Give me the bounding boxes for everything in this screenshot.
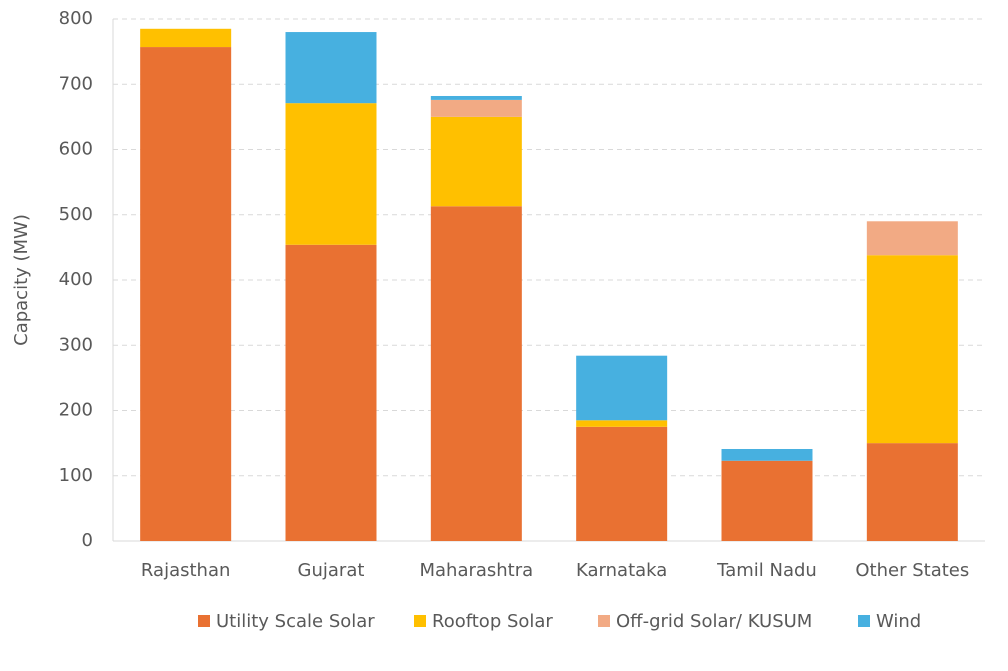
legend-swatch: [598, 615, 610, 627]
bar-segment: [140, 28, 232, 48]
x-tick-label: Rajasthan: [141, 560, 230, 581]
legend-swatch: [198, 615, 210, 627]
bar-segment: [285, 244, 377, 541]
bar-segment: [285, 32, 377, 104]
legend-label: Wind: [876, 611, 921, 632]
bar-segment: [866, 443, 958, 541]
x-tick-label: Other States: [855, 560, 969, 581]
bar-segment: [576, 420, 668, 427]
y-tick-label: 200: [59, 400, 93, 421]
y-axis-label: Capacity (MW): [11, 214, 32, 346]
y-tick-label: 0: [82, 530, 93, 551]
y-tick-label: 600: [59, 139, 93, 160]
legend-label: Rooftop Solar: [432, 611, 553, 632]
legend-swatch: [858, 615, 870, 627]
legend-label: Off-grid Solar/ KUSUM: [616, 611, 812, 632]
bar-segment: [576, 426, 668, 541]
x-tick-label: Gujarat: [298, 560, 365, 581]
bar-segment: [866, 255, 958, 444]
bar-segment: [140, 47, 232, 542]
legend-label: Utility Scale Solar: [216, 611, 375, 632]
x-tick-label: Tamil Nadu: [716, 560, 817, 581]
x-tick-label: Karnataka: [576, 560, 667, 581]
x-tick-label: Maharashtra: [419, 560, 533, 581]
y-tick-label: 500: [59, 204, 93, 225]
legend-swatch: [414, 615, 426, 627]
bar-segment: [721, 448, 813, 461]
y-tick-label: 800: [59, 8, 93, 29]
y-tick-label: 400: [59, 269, 93, 290]
bar-segment: [721, 460, 813, 541]
y-tick-label: 700: [59, 73, 93, 94]
y-tick-label: 300: [59, 334, 93, 355]
bar-segment: [285, 103, 377, 245]
bar-segment: [430, 116, 522, 207]
bar-segment: [866, 221, 958, 256]
bar-segment: [430, 95, 522, 100]
bar-segment: [576, 355, 668, 421]
y-tick-label: 100: [59, 465, 93, 486]
bar-segment: [430, 206, 522, 541]
bar-segment: [430, 99, 522, 117]
